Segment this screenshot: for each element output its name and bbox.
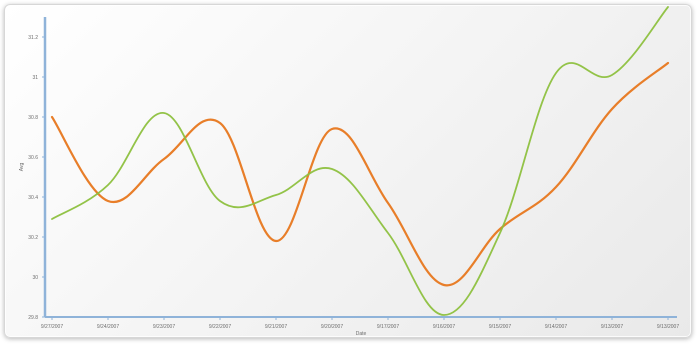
- x-tick-label-4: 9/22/2007: [209, 324, 231, 330]
- y-tick-label-3: 30.8: [28, 115, 38, 121]
- x-tick-label-2: 9/24/2007: [97, 324, 119, 330]
- x-tick-label-5: 9/21/2007: [265, 324, 287, 330]
- y-tick-label-1: 31.2: [28, 35, 38, 41]
- y-tick-label-4: 30.6: [28, 155, 38, 161]
- series-layer: [50, 6, 670, 316]
- y-tick-label-7: 30: [32, 275, 38, 281]
- x-tick-label-9: 9/15/2007: [489, 324, 511, 330]
- x-tick-label-6: 9/20/2007: [321, 324, 343, 330]
- x-tick-label-7: 9/17/2007: [377, 324, 399, 330]
- chart-frame: 31.2 31 30.8 30.6 30.4 30.2 30 29.8 9/27/2007 9/…: [4, 4, 692, 338]
- x-axis-title: Date: [356, 331, 367, 337]
- x-tick-label-12: 9/13/2007: [657, 324, 679, 330]
- y-tick-label-8: 29.8: [28, 315, 38, 321]
- x-tick-label-3: 9/23/2007: [153, 324, 175, 330]
- series-line-2: [51, 6, 669, 316]
- y-tick-label-5: 30.4: [28, 195, 38, 201]
- y-tick-labels: 31.2 31 30.8 30.6 30.4 30.2 30 29.8: [28, 35, 45, 321]
- y-tick-label-2: 31: [32, 75, 38, 81]
- y-tick-label-6: 30.2: [28, 235, 38, 241]
- x-tick-label-1: 9/27/2007: [41, 324, 63, 330]
- x-tick-labels: 9/27/2007 9/24/2007 9/23/2007 9/22/2007 9/21…: [41, 317, 679, 330]
- x-tick-label-10: 9/14/2007: [545, 324, 567, 330]
- y-axis-title: Avg: [19, 163, 25, 172]
- x-tick-label-8: 9/16/2007: [433, 324, 455, 330]
- series-line-1: [50, 61, 670, 287]
- x-tick-label-11: 9/13/2007: [601, 324, 623, 330]
